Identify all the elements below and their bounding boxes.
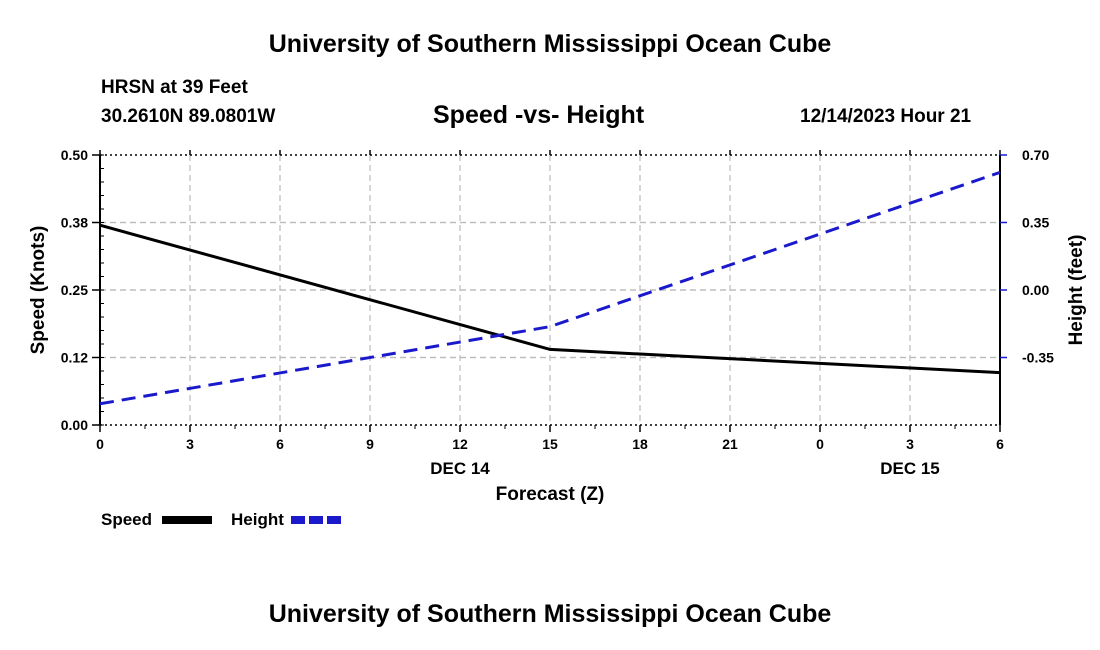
x-tick-label: 6 (276, 436, 284, 452)
x-tick-label: 0 (816, 436, 824, 452)
y-left-tick-label: 0.25 (61, 282, 88, 298)
x-tick-label: 3 (906, 436, 914, 452)
legend-label-height: Height (231, 510, 284, 529)
legend-label-speed: Speed (101, 510, 152, 529)
x-tick-label: 9 (366, 436, 374, 452)
y-left-tick-label: 0.00 (61, 417, 88, 433)
x-date-label: DEC 15 (880, 459, 940, 478)
y-left-tick-label: 0.12 (61, 350, 88, 366)
page-title: University of Southern Mississippi Ocean… (268, 30, 832, 58)
x-axis-title: Forecast (Z) (496, 484, 605, 505)
timestamp-label: 12/14/2023 Hour 21 (800, 106, 972, 127)
x-tick-label: 3 (186, 436, 194, 452)
x-tick-label: 0 (96, 436, 104, 452)
y-left-tick-label: 0.50 (61, 147, 88, 163)
y-right-axis-title: Height (feet) (1066, 235, 1087, 346)
x-tick-label: 21 (722, 436, 738, 452)
station-label: HRSN at 39 Feet (101, 77, 248, 98)
y-left-axis-title: Speed (Knots) (28, 226, 49, 355)
chart-title: Speed -vs- Height (433, 101, 645, 129)
footer-title: University of Southern Mississippi Ocean… (268, 600, 832, 628)
coordinates-label: 30.2610N 89.0801W (101, 106, 276, 127)
x-tick-label: 6 (996, 436, 1004, 452)
series-line-height (99, 170, 1001, 406)
y-left-tick-label: 0.38 (61, 215, 88, 231)
x-date-label: DEC 14 (430, 459, 490, 478)
y-right-tick-label: 0.70 (1022, 147, 1049, 163)
y-right-tick-label: -0.35 (1022, 350, 1054, 366)
y-right-tick-label: 0.35 (1022, 215, 1049, 231)
y-right-tick-label: 0.00 (1022, 282, 1049, 298)
x-tick-label: 15 (542, 436, 558, 452)
x-tick-label: 12 (452, 436, 468, 452)
x-tick-label: 18 (632, 436, 648, 452)
series-line-speed (99, 223, 1001, 375)
